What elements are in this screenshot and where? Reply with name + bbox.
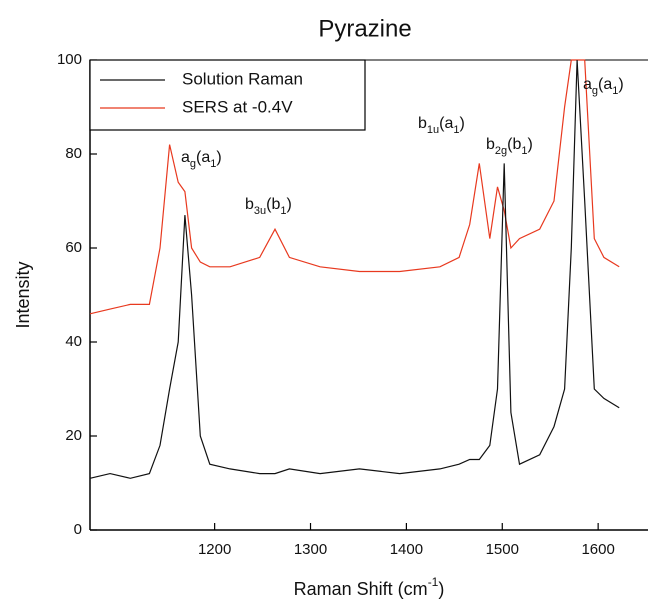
annotation-part: ) — [216, 149, 221, 166]
y-tick-label: 0 — [74, 521, 82, 538]
annotation-part: 1 — [453, 124, 459, 136]
annotation-part: (a — [196, 149, 210, 166]
legend-label: Solution Raman — [182, 69, 303, 88]
peak-annotation: b2g(b1) — [486, 136, 533, 157]
annotation-part: 1 — [612, 85, 618, 97]
x-axis-title-part: Raman Shift (cm — [294, 579, 428, 599]
annotation-part: b — [486, 136, 495, 153]
x-axis-title: Raman Shift (cm-1) — [294, 575, 445, 599]
annotation-part: ) — [287, 196, 292, 213]
y-tick-label: 60 — [65, 239, 82, 256]
annotation-part: ) — [618, 76, 623, 93]
series-line — [89, 59, 620, 315]
annotation-part: (a — [598, 76, 612, 93]
annotation-part: 1 — [521, 145, 527, 157]
y-tick-label: 20 — [65, 427, 82, 444]
peak-annotation: ag(a1) — [181, 149, 222, 170]
x-tick-label: 1400 — [390, 541, 423, 558]
annotation-part: 1u — [427, 124, 439, 136]
y-tick-label: 40 — [65, 333, 82, 350]
annotation-part: a — [181, 149, 190, 166]
x-axis-title-part: -1 — [428, 575, 439, 589]
x-tick-label: 1500 — [486, 541, 519, 558]
annotation-part: (b — [266, 196, 280, 213]
chart-title: Pyrazine — [318, 15, 411, 42]
annotation-part: g — [190, 158, 196, 170]
y-axis-title: Intensity — [13, 261, 33, 328]
x-tick-label: 1300 — [294, 541, 327, 558]
annotation-part: (a — [439, 115, 453, 132]
annotation-part: 1 — [280, 205, 286, 217]
annotation-part: ) — [528, 136, 533, 153]
legend-label: SERS at -0.4V — [182, 97, 293, 116]
annotation-part: g — [592, 85, 598, 97]
y-tick-label: 100 — [57, 51, 82, 68]
peak-annotation: b1u(a1) — [418, 115, 465, 136]
annotation-part: ) — [460, 115, 465, 132]
annotation-part: a — [583, 76, 592, 93]
series-line — [89, 59, 620, 479]
annotation-part: b — [245, 196, 254, 213]
annotation-part: (b — [507, 136, 521, 153]
peak-annotation: ag(a1) — [583, 76, 624, 97]
peak-annotation: b3u(b1) — [245, 196, 292, 217]
annotation-part: 3u — [254, 205, 266, 217]
x-tick-label: 1600 — [581, 541, 614, 558]
legend-box — [89, 59, 366, 131]
x-axis-title-part: ) — [438, 579, 444, 599]
annotation-part: 2g — [495, 145, 507, 157]
x-tick-label: 1200 — [198, 541, 231, 558]
annotation-part: 1 — [210, 158, 216, 170]
y-tick-label: 80 — [65, 145, 82, 162]
annotation-part: b — [418, 115, 427, 132]
